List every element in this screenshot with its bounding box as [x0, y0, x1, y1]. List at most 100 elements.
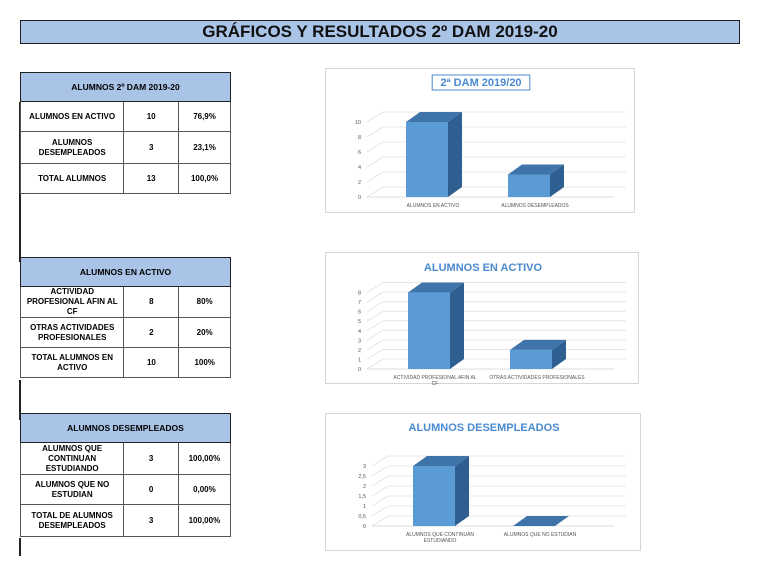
bar-top — [406, 112, 462, 122]
gridline-side — [371, 505, 389, 517]
row-percent: 100,00% — [177, 442, 232, 475]
table-row: ACTIVIDAD PROFESIONAL AFIN AL CF 8 80% — [19, 286, 231, 318]
gridline-side — [366, 111, 384, 123]
y-tick-label: 2 — [358, 348, 361, 354]
gridline-side — [366, 301, 384, 313]
gridline-side — [366, 126, 384, 138]
y-tick-label: 3 — [363, 464, 366, 470]
y-tick-label: 6 — [358, 150, 361, 156]
x-category-label: ACTIVIDAD PROFESIONAL AFIN AL CF — [393, 375, 476, 385]
table-row: ALUMNOS EN ACTIVO 10 76,9% — [19, 101, 231, 132]
gridline-side — [366, 310, 384, 322]
bar — [510, 349, 552, 369]
gridline-side — [366, 320, 384, 332]
row-count: 2 — [123, 317, 180, 348]
table-row: ALUMNOS QUE NO ESTUDIAN 0 0,00% — [19, 474, 232, 505]
y-tick-label: 1 — [358, 357, 361, 363]
bar-side — [550, 164, 564, 197]
y-tick-label: 8 — [358, 291, 361, 297]
gridline-side — [366, 171, 384, 183]
gridline-side — [366, 282, 384, 293]
bar-top — [510, 339, 566, 350]
table-row: ALUMNOS DESEMPLEADOS 3 23,1% — [19, 131, 231, 164]
left-rule-2 — [19, 380, 21, 420]
chart-svg: 2ª DAM 2019/20 0 2 4 6 8 10 ALUMNOS EN ACTIVO AL… — [355, 74, 626, 209]
table-row: TOTAL ALUMNOS 13 100,0% — [19, 163, 231, 194]
row-label: ALUMNOS EN ACTIVO — [19, 101, 125, 132]
y-tick-label: 7 — [358, 300, 361, 306]
page-title: GRÁFICOS Y RESULTADOS 2º DAM 2019-20 — [20, 20, 740, 44]
gridline-side — [366, 186, 384, 198]
bar — [408, 292, 450, 369]
bar — [508, 174, 550, 197]
y-tick-label: 1,5 — [358, 494, 366, 500]
bar-side — [552, 339, 566, 369]
chart-title: 2ª DAM 2019/20 — [440, 77, 521, 89]
y-tick-label: 0 — [358, 195, 361, 201]
row-percent: 100% — [178, 347, 231, 378]
row-label: ALUMNOS QUE CONTINUAN ESTUDIANDO — [19, 442, 125, 475]
bar — [413, 466, 455, 526]
row-count: 3 — [123, 504, 179, 537]
y-tick-label: 2,5 — [358, 474, 366, 480]
table-row: TOTAL DE ALUMNOS DESEMPLEADOS 3 100,00% — [19, 504, 232, 537]
row-percent: 0,00% — [177, 474, 232, 505]
gridline-side — [366, 339, 384, 351]
y-tick-label: 10 — [355, 120, 361, 126]
row-count: 3 — [123, 442, 179, 475]
row-percent: 76,9% — [178, 101, 231, 132]
row-count: 0 — [123, 474, 179, 505]
row-label: TOTAL ALUMNOS — [19, 163, 125, 194]
x-category-label: ALUMNOS DESEMPLEADOS — [501, 203, 569, 209]
left-rule-3 — [19, 538, 21, 556]
left-rule-1 — [19, 102, 21, 262]
bar-top — [413, 456, 469, 466]
chart-activo: ALUMNOS EN ACTIVO 0 1 2 3 4 5 6 7 8 ACTIVIDAD PROF… — [325, 252, 639, 385]
x-category-label: ALUMNOS QUE NO ESTUDIAN — [504, 532, 577, 538]
table-header: ALUMNOS EN ACTIVO — [20, 257, 231, 287]
bar-side — [455, 456, 469, 526]
row-label: TOTAL DE ALUMNOS DESEMPLEADOS — [19, 504, 125, 537]
gridline-side — [371, 475, 389, 487]
bar-top — [408, 282, 464, 293]
row-count: 10 — [123, 101, 180, 132]
gridline-side — [371, 495, 389, 507]
x-category-label: OTRAS ACTIVIDADES PROFESIONALES — [489, 375, 585, 381]
table-alumnos-dam: ALUMNOS 2º DAM 2019-20 ALUMNOS EN ACTIVO… — [19, 72, 231, 194]
chart-title: ALUMNOS EN ACTIVO — [424, 262, 543, 274]
bar-top — [508, 164, 564, 175]
x-category-label: ALUMNOS QUE CONTINUAN ESTUDIANDO — [406, 532, 474, 544]
y-tick-label: 0 — [358, 367, 361, 373]
y-tick-label: 2 — [363, 484, 366, 490]
gridline-side — [366, 291, 384, 303]
row-count: 10 — [123, 347, 180, 378]
table-header: ALUMNOS 2º DAM 2019-20 — [20, 72, 231, 102]
y-tick-label: 0 — [363, 524, 366, 530]
table-header: ALUMNOS DESEMPLEADOS — [20, 413, 231, 443]
y-tick-label: 4 — [358, 329, 361, 335]
y-tick-label: 4 — [358, 165, 361, 171]
gridline-side — [366, 329, 384, 341]
bar-side — [448, 112, 462, 197]
y-tick-label: 8 — [358, 135, 361, 141]
table-alumnos-activo: ALUMNOS EN ACTIVO ACTIVIDAD PROFESIONAL … — [19, 257, 231, 378]
x-category-label: ALUMNOS EN ACTIVO — [407, 203, 460, 209]
row-label: ALUMNOS DESEMPLEADOS — [19, 131, 125, 164]
y-tick-label: 1 — [363, 504, 366, 510]
row-count: 8 — [123, 286, 180, 318]
row-count: 3 — [123, 131, 180, 164]
row-count: 13 — [123, 163, 180, 194]
row-label: ALUMNOS QUE NO ESTUDIAN — [19, 474, 125, 505]
y-tick-label: 2 — [358, 180, 361, 186]
row-label: ACTIVIDAD PROFESIONAL AFIN AL CF — [19, 286, 125, 318]
bar-top — [513, 516, 569, 526]
row-percent: 100,00% — [177, 504, 232, 537]
gridline-side — [371, 515, 389, 527]
chart-dam: 2ª DAM 2019/20 0 2 4 6 8 10 ALUMNOS EN ACTIVO AL… — [325, 68, 635, 213]
chart-svg: ALUMNOS EN ACTIVO 0 1 2 3 4 5 6 7 8 ACTIVIDAD PROF… — [358, 262, 626, 385]
gridline-side — [366, 358, 384, 370]
row-percent: 100,0% — [178, 163, 231, 194]
chart-title-frame — [431, 74, 531, 91]
y-tick-label: 0,5 — [358, 514, 366, 520]
chart-svg: ALUMNOS DESEMPLEADOS 0 0,5 1 1,5 2 2,5 3 ALUMNOS… — [358, 422, 626, 544]
